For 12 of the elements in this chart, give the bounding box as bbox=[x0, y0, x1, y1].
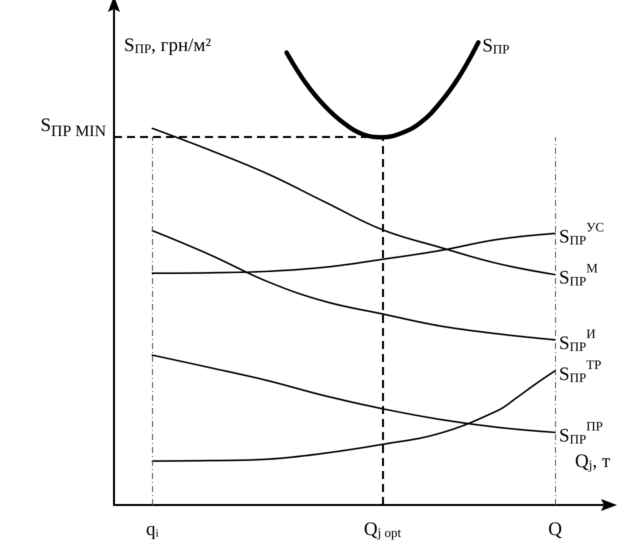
series-label: SПРУС bbox=[559, 219, 604, 248]
ref-line-label: S$_{ПР MIN}$ bbox=[40, 115, 106, 142]
y-axis-title: SПР, грн/м² bbox=[124, 35, 212, 56]
x-tick-label: Q bbox=[548, 519, 562, 540]
series-label: SПРИ bbox=[559, 326, 596, 354]
series-label: SПР bbox=[482, 35, 510, 56]
x-tick-label: qᵢ bbox=[146, 519, 159, 540]
series-label: SПРМ bbox=[559, 260, 598, 289]
series-label: SПРТР bbox=[559, 356, 602, 385]
x-tick-label: Qj opt bbox=[364, 519, 402, 540]
series-label: SПРПР bbox=[559, 418, 603, 446]
x-axis-title: Qj, т bbox=[575, 451, 611, 472]
